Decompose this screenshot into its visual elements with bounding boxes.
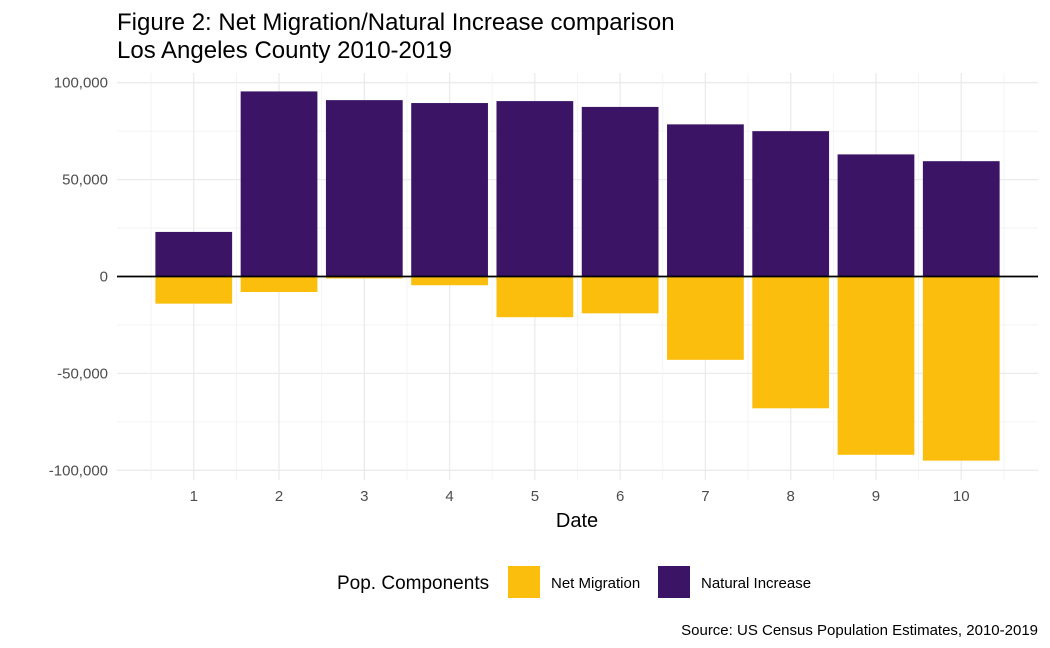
bar-natural-increase-4 (411, 103, 488, 277)
bar-natural-increase-5 (496, 101, 574, 277)
chart-subtitle: Los Angeles County 2010-2019 (117, 37, 452, 64)
bar-natural-increase-1 (155, 231, 233, 277)
legend-label-net-migration: Net Migration (551, 575, 640, 592)
x-tick-label: 2 (275, 488, 283, 505)
bar-net-migration-2 (240, 276, 318, 293)
bar-natural-increase-2 (240, 91, 318, 277)
bar-natural-increase-8 (752, 131, 830, 277)
chart-title: Figure 2: Net Migration/Natural Increase… (117, 9, 675, 36)
x-tick-label: 3 (360, 488, 368, 505)
bar-net-migration-6 (581, 276, 659, 314)
bar-net-migration-4 (411, 276, 488, 286)
legend-swatch-natural-increase (658, 566, 690, 598)
bar-net-migration-9 (837, 276, 915, 455)
y-axis-ticks: -100,000 -50,000 0 50,000 100,000 (49, 75, 108, 480)
x-tick-label: 5 (531, 488, 539, 505)
y-tick-label: 50,000 (62, 172, 108, 189)
bar-net-migration-10 (922, 276, 1000, 461)
bar-natural-increase-10 (922, 161, 1000, 277)
x-tick-label: 7 (701, 488, 709, 505)
bar-net-migration-1 (155, 276, 233, 304)
x-tick-label: 8 (787, 488, 795, 505)
x-tick-label: 10 (953, 488, 970, 505)
legend-title: Pop. Components (337, 573, 489, 594)
x-axis-label: Date (556, 510, 598, 532)
x-tick-label: 6 (616, 488, 624, 505)
bars (155, 91, 1000, 461)
y-tick-label: -100,000 (49, 462, 108, 479)
x-axis-ticks: 1 2 3 4 5 6 7 8 9 10 (190, 488, 970, 505)
bar-natural-increase-7 (667, 124, 744, 277)
legend: Pop. Components Net Migration Natural In… (337, 566, 811, 598)
bar-net-migration-7 (667, 276, 744, 360)
bar-natural-increase-3 (325, 100, 403, 277)
y-tick-label: -50,000 (57, 365, 108, 382)
x-tick-label: 4 (445, 488, 453, 505)
legend-label-natural-increase: Natural Increase (701, 575, 811, 592)
x-tick-label: 9 (872, 488, 880, 505)
bar-net-migration-5 (496, 276, 574, 318)
y-tick-label: 100,000 (54, 75, 108, 92)
legend-swatch-net-migration (508, 566, 540, 598)
caption: Source: US Census Population Estimates, … (681, 622, 1038, 639)
x-tick-label: 1 (190, 488, 198, 505)
bar-natural-increase-6 (581, 106, 659, 277)
bar-net-migration-8 (752, 276, 830, 409)
bar-net-migration-3 (325, 276, 403, 279)
y-tick-label: 0 (100, 269, 108, 286)
bar-natural-increase-9 (837, 154, 915, 277)
